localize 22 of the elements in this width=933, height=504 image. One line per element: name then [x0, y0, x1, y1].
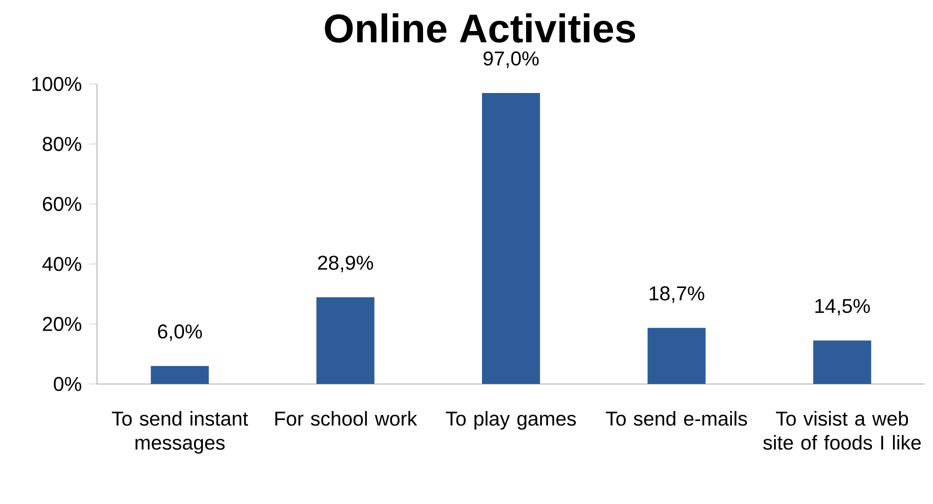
x-tick-label: To send instant messages: [112, 411, 248, 454]
x-tick-label: To send e-mails: [606, 411, 747, 426]
bar: [648, 328, 706, 384]
bar: [150, 366, 209, 384]
data-label: 6,0%: [158, 324, 202, 341]
x-tick-label: For school work: [275, 411, 418, 426]
y-tick-label: 0%: [54, 376, 82, 392]
y-tick-label: 60%: [42, 196, 82, 212]
data-label: 14,5%: [815, 298, 870, 316]
bar: [316, 297, 374, 384]
y-tick-label: 80%: [42, 136, 82, 152]
bar: [482, 92, 540, 384]
x-tick-label: To visist a web site of foods I like: [763, 411, 921, 450]
chart-title: Online Activities: [324, 13, 636, 43]
data-label: 18,7%: [650, 286, 704, 303]
data-label: 28,9%: [318, 256, 374, 272]
y-tick-label: 40%: [42, 256, 82, 272]
y-tick-label: 100%: [32, 76, 82, 92]
data-label: 97,0%: [484, 51, 539, 68]
bar: [813, 340, 872, 384]
y-tick-label: 20%: [42, 316, 82, 332]
x-tick-label: To play games: [446, 411, 576, 430]
